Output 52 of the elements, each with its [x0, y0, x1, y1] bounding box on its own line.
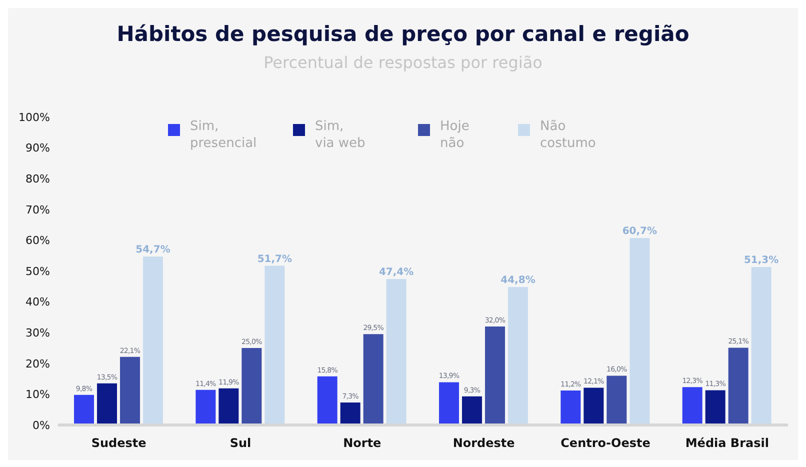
bar	[218, 388, 239, 425]
bar	[363, 334, 384, 425]
y-tick-label: 0%	[32, 418, 50, 432]
legend-label: Não costumo	[540, 118, 596, 152]
bar	[340, 402, 360, 425]
legend-label: Sim, presencial	[190, 118, 257, 152]
bar	[630, 238, 650, 425]
data-label: 51,3%	[744, 254, 779, 266]
chart-title: Hábitos de pesquisa de preço por canal e região	[116, 22, 690, 46]
bar	[196, 390, 216, 425]
bar	[584, 388, 604, 425]
data-label: 51,7%	[257, 254, 292, 265]
y-tick-label: 10%	[26, 388, 50, 402]
legend-label: Hoje não	[440, 118, 470, 152]
data-label: 44,8%	[500, 275, 536, 286]
bar	[439, 382, 459, 425]
y-tick-label: 30%	[26, 326, 50, 340]
legend-label: Sim, via web	[315, 118, 366, 152]
x-tick-label: Centro-Oeste	[560, 436, 650, 450]
bar	[386, 279, 406, 425]
bar	[120, 356, 140, 425]
x-tick-label: Média Brasil	[685, 436, 769, 450]
data-label: 54,7%	[136, 244, 170, 256]
x-tick-label: Nordeste	[452, 436, 515, 450]
y-tick-label: 20%	[26, 357, 50, 370]
bar	[728, 348, 748, 425]
data-label: 60,7%	[622, 226, 658, 238]
bar	[705, 390, 726, 425]
bar	[485, 326, 505, 425]
bar	[751, 266, 772, 425]
bar	[606, 376, 627, 425]
y-tick-label: 70%	[26, 203, 50, 216]
bar	[74, 394, 94, 425]
y-tick-label: 80%	[26, 172, 50, 186]
bar	[462, 396, 482, 425]
bar	[682, 387, 702, 425]
y-tick-label: 90%	[26, 142, 50, 155]
bar	[560, 390, 581, 425]
bar	[264, 266, 285, 425]
data-label: 47,4%	[378, 267, 414, 278]
y-tick-label: 50%	[26, 264, 50, 278]
x-tick-label: Sudeste	[91, 436, 146, 450]
bar	[317, 376, 338, 425]
x-tick-label: Sul	[230, 436, 252, 450]
x-tick-label: Norte	[343, 436, 382, 450]
y-tick-label: 40%	[26, 296, 50, 309]
bar	[242, 348, 262, 425]
bar	[508, 287, 528, 425]
bar	[143, 256, 163, 425]
bar	[97, 383, 117, 425]
y-tick-label: 100%	[18, 110, 50, 124]
y-tick-label: 60%	[26, 234, 50, 248]
